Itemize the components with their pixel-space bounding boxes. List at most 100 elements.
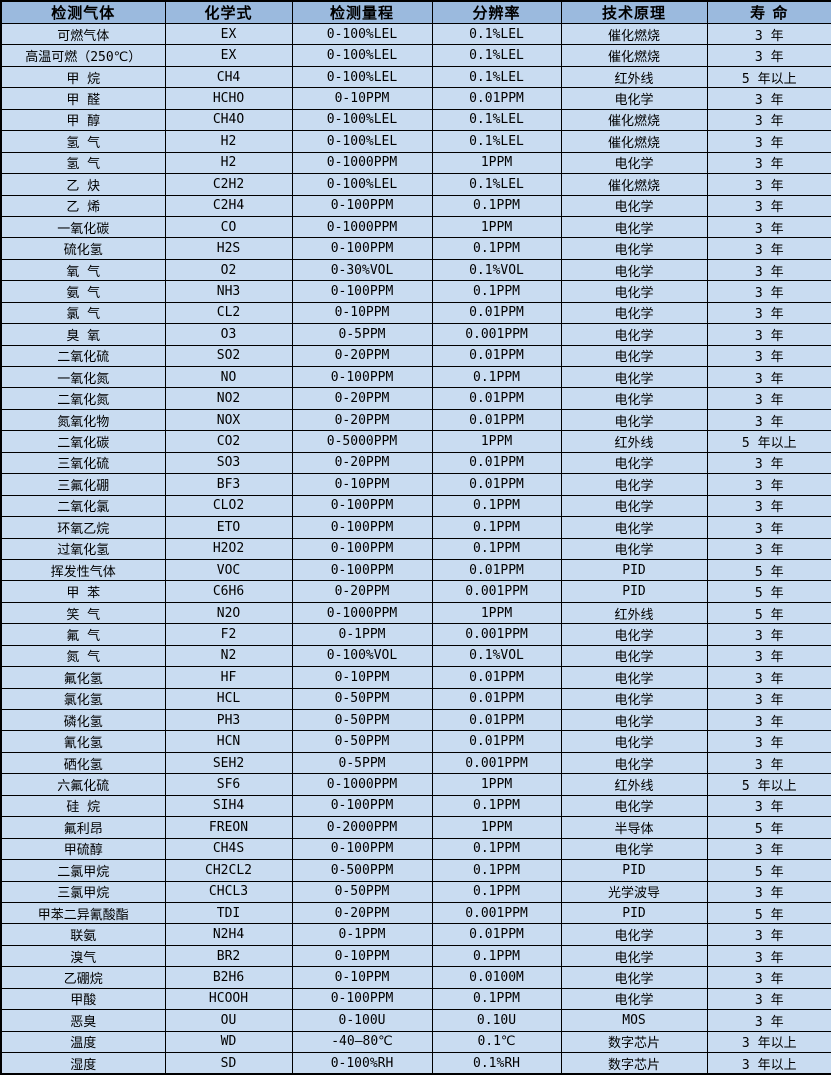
cell-gas: 甲 醛 bbox=[0, 87, 166, 110]
table-row: 可燃气体 EX 0-100%LEL 0.1%LEL 催化燃烧 3 年 bbox=[0, 22, 831, 46]
cell-range: 0-50PPM bbox=[291, 687, 433, 711]
cell-lifespan: 5 年以上 bbox=[706, 430, 831, 453]
cell-resolution: 0.01PPM bbox=[431, 473, 562, 496]
cell-formula: HCOOH bbox=[164, 987, 293, 1011]
table-row: 氟 气 F2 0-1PPM 0.001PPM 电化学 3 年 bbox=[0, 623, 831, 646]
cell-formula: BF3 bbox=[164, 473, 293, 496]
cell-lifespan: 3 年 bbox=[706, 623, 831, 646]
cell-lifespan: 5 年 bbox=[706, 859, 831, 882]
cell-resolution: 0.01PPM bbox=[431, 923, 562, 946]
cell-principle: 半导体 bbox=[560, 816, 708, 839]
cell-principle: 电化学 bbox=[560, 473, 708, 496]
cell-formula: CH4S bbox=[164, 837, 293, 861]
cell-range: 0-100PPM bbox=[291, 516, 433, 539]
cell-formula: WD bbox=[164, 1030, 293, 1054]
cell-principle: 红外线 bbox=[560, 601, 708, 625]
cell-resolution: 0.1PPM bbox=[431, 537, 562, 560]
cell-gas: 磷化氢 bbox=[0, 708, 166, 732]
cell-range: 0-20PPM bbox=[291, 901, 433, 925]
cell-range: 0-20PPM bbox=[291, 387, 433, 410]
cell-lifespan: 3 年 bbox=[706, 966, 831, 989]
cell-formula: NO bbox=[164, 365, 293, 389]
cell-lifespan: 3 年 bbox=[706, 837, 831, 861]
cell-resolution: 0.1%RH bbox=[431, 1052, 562, 1075]
cell-range: 0-100PPM bbox=[291, 794, 433, 818]
cell-gas: 二氯甲烷 bbox=[0, 859, 166, 882]
cell-range: 0-30%VOL bbox=[291, 258, 433, 282]
table-row: 挥发性气体 VOC 0-100PPM 0.01PPM PID 5 年 bbox=[0, 558, 831, 582]
cell-principle: 电化学 bbox=[560, 87, 708, 110]
table-row: 氮 气 N2 0-100%VOL 0.1%VOL 电化学 3 年 bbox=[0, 644, 831, 668]
cell-formula: C6H6 bbox=[164, 580, 293, 603]
table-row: 氟化氢 HF 0-10PPM 0.01PPM 电化学 3 年 bbox=[0, 666, 831, 689]
table-row: 硅 烷 SIH4 0-100PPM 0.1PPM 电化学 3 年 bbox=[0, 794, 831, 818]
cell-lifespan: 5 年 bbox=[706, 816, 831, 839]
cell-gas: 甲酸 bbox=[0, 987, 166, 1011]
cell-formula: F2 bbox=[164, 623, 293, 646]
cell-gas: 二氧化氮 bbox=[0, 387, 166, 410]
table-row: 氯化氢 HCL 0-50PPM 0.01PPM 电化学 3 年 bbox=[0, 687, 831, 711]
cell-formula: CHCL3 bbox=[164, 880, 293, 903]
cell-principle: 电化学 bbox=[560, 301, 708, 325]
table-row: 乙硼烷 B2H6 0-10PPM 0.0100M 电化学 3 年 bbox=[0, 966, 831, 989]
cell-principle: 电化学 bbox=[560, 987, 708, 1011]
table-row: 三氧化硫 SO3 0-20PPM 0.01PPM 电化学 3 年 bbox=[0, 451, 831, 475]
column-header-gas: 检测气体 bbox=[0, 0, 166, 24]
cell-resolution: 0.1PPM bbox=[431, 516, 562, 539]
cell-gas: 三氯甲烷 bbox=[0, 880, 166, 903]
table-row: 氰化氢 HCN 0-50PPM 0.01PPM 电化学 3 年 bbox=[0, 730, 831, 753]
cell-gas: 氮氧化物 bbox=[0, 408, 166, 432]
cell-lifespan: 3 年 bbox=[706, 987, 831, 1011]
table-row: 二氧化氯 CLO2 0-100PPM 0.1PPM 电化学 3 年 bbox=[0, 494, 831, 518]
cell-range: 0-100U bbox=[291, 1009, 433, 1032]
cell-formula: SO3 bbox=[164, 451, 293, 475]
cell-principle: 电化学 bbox=[560, 258, 708, 282]
cell-range: 0-50PPM bbox=[291, 880, 433, 903]
table-row: 环氧乙烷 ETO 0-100PPM 0.1PPM 电化学 3 年 bbox=[0, 516, 831, 539]
cell-formula: SIH4 bbox=[164, 794, 293, 818]
cell-principle: 电化学 bbox=[560, 194, 708, 217]
cell-range: 0-10PPM bbox=[291, 944, 433, 968]
table-row: 六氟化硫 SF6 0-1000PPM 1PPM 红外线 5 年以上 bbox=[0, 773, 831, 796]
cell-resolution: 0.01PPM bbox=[431, 87, 562, 110]
cell-lifespan: 5 年 bbox=[706, 601, 831, 625]
cell-resolution: 0.1%VOL bbox=[431, 644, 562, 668]
cell-gas: 氯 气 bbox=[0, 301, 166, 325]
cell-resolution: 0.1%LEL bbox=[431, 130, 562, 153]
cell-formula: SD bbox=[164, 1052, 293, 1075]
table-row: 溴气 BR2 0-10PPM 0.1PPM 电化学 3 年 bbox=[0, 944, 831, 968]
cell-formula: NO2 bbox=[164, 387, 293, 410]
cell-gas: 硅 烷 bbox=[0, 794, 166, 818]
cell-range: 0-100PPM bbox=[291, 837, 433, 861]
cell-lifespan: 3 年 bbox=[706, 173, 831, 196]
cell-lifespan: 3 年 bbox=[706, 944, 831, 968]
cell-formula: HCL bbox=[164, 687, 293, 711]
cell-range: 0-100PPM bbox=[291, 537, 433, 560]
table-row: 硒化氢 SEH2 0-5PPM 0.001PPM 电化学 3 年 bbox=[0, 751, 831, 775]
cell-gas: 乙 烯 bbox=[0, 194, 166, 217]
cell-range: 0-1000PPM bbox=[291, 773, 433, 796]
cell-formula: PH3 bbox=[164, 708, 293, 732]
cell-principle: 电化学 bbox=[560, 966, 708, 989]
cell-resolution: 0.10U bbox=[431, 1009, 562, 1032]
cell-principle: 电化学 bbox=[560, 387, 708, 410]
cell-resolution: 0.01PPM bbox=[431, 730, 562, 753]
cell-formula: HCHO bbox=[164, 87, 293, 110]
table-row: 高温可燃（250℃） EX 0-100%LEL 0.1%LEL 催化燃烧 3 年 bbox=[0, 44, 831, 67]
table-row: 二氧化碳 CO2 0-5000PPM 1PPM 红外线 5 年以上 bbox=[0, 430, 831, 453]
cell-resolution: 0.01PPM bbox=[431, 408, 562, 432]
cell-lifespan: 3 年 bbox=[706, 794, 831, 818]
cell-formula: EX bbox=[164, 44, 293, 67]
cell-lifespan: 3 年 bbox=[706, 237, 831, 260]
cell-principle: 电化学 bbox=[560, 494, 708, 518]
cell-gas: 乙 炔 bbox=[0, 173, 166, 196]
cell-range: 0-100%VOL bbox=[291, 644, 433, 668]
cell-resolution: 0.1PPM bbox=[431, 859, 562, 882]
cell-range: 0-100%LEL bbox=[291, 108, 433, 132]
cell-principle: 电化学 bbox=[560, 944, 708, 968]
cell-formula: O2 bbox=[164, 258, 293, 282]
cell-gas: 氟利昂 bbox=[0, 816, 166, 839]
cell-principle: 电化学 bbox=[560, 644, 708, 668]
cell-gas: 过氧化氢 bbox=[0, 537, 166, 560]
cell-resolution: 0.01PPM bbox=[431, 666, 562, 689]
